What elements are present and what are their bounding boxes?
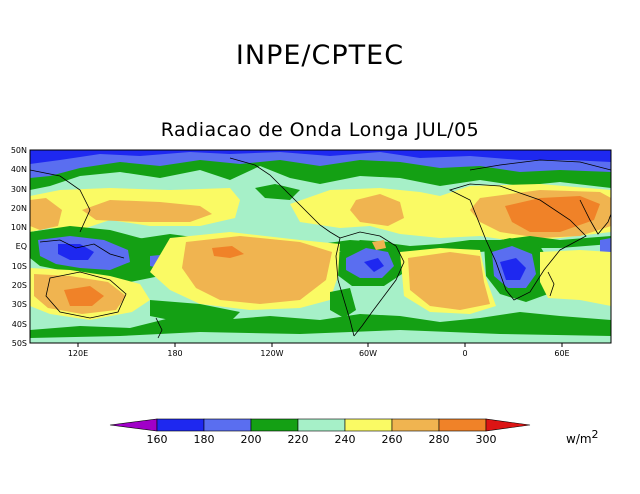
south-band-light: [30, 330, 611, 343]
lat-label: 30N: [11, 185, 27, 194]
coast-africa: [448, 183, 587, 301]
coast-india: [579, 199, 611, 235]
colorbar-bin-280-300: [438, 418, 487, 432]
lat-label: EQ: [16, 242, 27, 251]
colorbar-tick-label: 200: [241, 433, 262, 446]
colorbar-bin-220-240: [297, 418, 346, 432]
colorbar: 160 180 200 220 240 260 280 300: [109, 418, 531, 446]
coast-indonesia: [39, 239, 125, 259]
colorbar-bin-180-200: [203, 418, 252, 432]
north-small-green: [255, 184, 300, 200]
coast-madagascar: [547, 271, 555, 297]
organization-title: INPE/CPTEC: [235, 40, 405, 71]
south-america-south-green: [330, 288, 356, 318]
coast-south-america: [339, 231, 405, 337]
olr-field: [30, 150, 611, 343]
colorbar-tick-label: 300: [476, 433, 497, 446]
colorbar-tick-label: 280: [429, 433, 450, 446]
longitude-axis: 120E 180 120W 60W 0 60E: [68, 343, 570, 358]
east-pacific-green: [150, 300, 240, 322]
south-america-orange-spot: [372, 240, 386, 250]
coast-new-zealand: [155, 317, 163, 339]
south-atlantic-orange: [408, 252, 490, 310]
australia-280: [64, 286, 104, 306]
africa-south-deep: [500, 258, 526, 280]
coast-asia-east: [30, 169, 91, 233]
asia-orange: [30, 198, 62, 230]
lat-label: 10N: [11, 223, 27, 232]
colorbar-bin-260-280: [391, 418, 440, 432]
colorbar-tick-label: 260: [382, 433, 403, 446]
north-band-160-180: [30, 150, 611, 164]
colorbar-high-triangle: [485, 418, 531, 432]
lat-label: 10S: [12, 262, 27, 271]
coast-europe-asia: [469, 159, 611, 171]
lat-label: 50S: [12, 339, 27, 348]
colorbar-bin-200-220: [250, 418, 299, 432]
lat-label: 20S: [12, 281, 27, 290]
colorbar-bin-160-180: [156, 418, 205, 432]
itcz-green: [30, 228, 611, 254]
lat-label: 50N: [11, 146, 27, 155]
units-exponent: 2: [591, 428, 599, 441]
map-frame: [29, 149, 612, 344]
coast-north-america: [229, 157, 341, 239]
south-pacific-280: [212, 246, 244, 258]
africa-north-280: [505, 196, 600, 232]
lon-label: 0: [462, 349, 467, 358]
colorbar-tick-label: 160: [147, 433, 168, 446]
lon-label: 180: [167, 349, 182, 358]
colorbar-bin-240-260: [344, 418, 393, 432]
colorbar-tick-label: 240: [335, 433, 356, 446]
coast-australia: [45, 271, 127, 319]
lat-label: 30S: [12, 300, 27, 309]
maritime-continent-deep: [58, 244, 94, 260]
south-america-deep: [364, 258, 384, 272]
lat-label: 20N: [11, 204, 27, 213]
indian-south-yellow: [540, 250, 611, 306]
north-band-180-200: [30, 150, 611, 178]
coast-south-america-west: [335, 237, 355, 337]
colorbar-units: w/m2: [566, 428, 599, 446]
lon-label: 120E: [68, 349, 88, 358]
lon-label: 60E: [554, 349, 569, 358]
units-text: w/m: [566, 432, 592, 446]
atlantic-north-orange: [350, 194, 404, 226]
colorbar-low-triangle: [109, 418, 158, 432]
lat-label: 40S: [12, 320, 27, 329]
lon-label: 120W: [260, 349, 283, 358]
colorbar-tick-label: 180: [194, 433, 215, 446]
pacific-north-orange: [82, 200, 212, 222]
colorbar-tick-label: 220: [288, 433, 309, 446]
latitude-axis: 50N 40N 30N 20N 10N EQ 10S 20S 30S 40S 5…: [11, 146, 27, 348]
lon-label: 60W: [359, 349, 377, 358]
lat-label: 40N: [11, 165, 27, 174]
map-title: Radiacao de Onda Longa JUL/05: [160, 119, 480, 141]
coastlines: [30, 157, 611, 339]
